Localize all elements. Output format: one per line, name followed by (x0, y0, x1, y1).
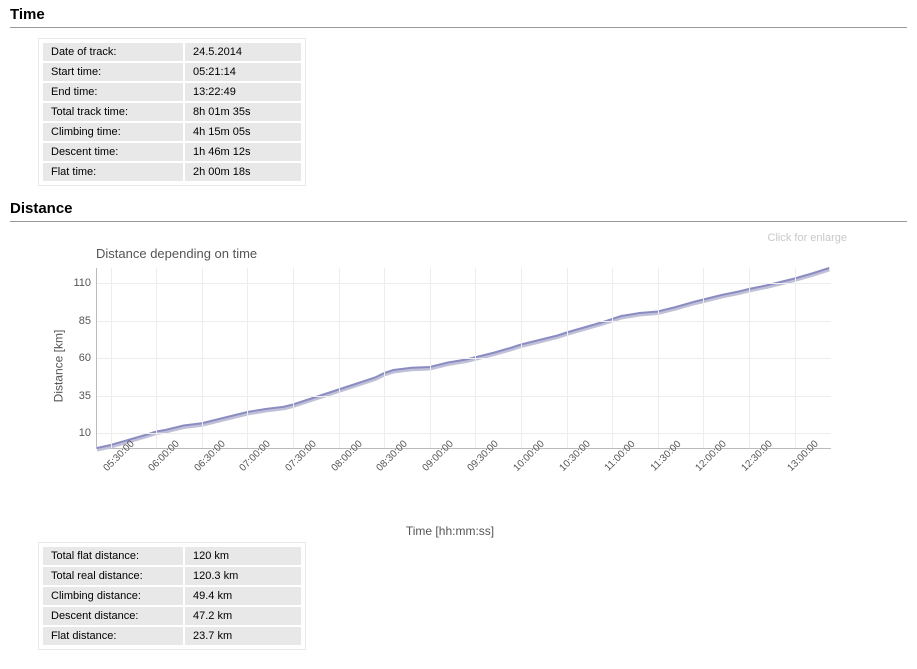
time-label: Total track time: (43, 103, 183, 121)
table-row: Total track time:8h 01m 35s (43, 103, 301, 121)
chart-title: Distance depending on time (96, 246, 257, 261)
chart-ytick: 35 (79, 390, 97, 402)
distance-value: 47.2 km (185, 607, 301, 625)
time-value: 2h 00m 18s (185, 163, 301, 181)
time-label: Start time: (43, 63, 183, 81)
table-row: Flat distance:23.7 km (43, 627, 301, 645)
click-enlarge-link[interactable]: Click for enlarge (10, 232, 907, 244)
table-row: Descent distance:47.2 km (43, 607, 301, 625)
table-row: End time:13:22:49 (43, 83, 301, 101)
table-row: Start time:05:21:14 (43, 63, 301, 81)
time-heading: Time (10, 4, 907, 28)
distance-label: Flat distance: (43, 627, 183, 645)
distance-value: 120.3 km (185, 567, 301, 585)
time-label: Descent time: (43, 143, 183, 161)
table-row: Climbing time:4h 15m 05s (43, 123, 301, 141)
chart-ytick: 60 (79, 352, 97, 364)
time-label: End time: (43, 83, 183, 101)
table-row: Descent time:1h 46m 12s (43, 143, 301, 161)
time-table: Date of track:24.5.2014 Start time:05:21… (38, 38, 306, 186)
chart-plot-area: 1035608511005:30:0006:00:0006:30:0007:00… (96, 268, 831, 449)
table-row: Flat time:2h 00m 18s (43, 163, 301, 181)
chart-xlabel: Time [hh:mm:ss] (50, 524, 850, 538)
table-row: Total flat distance:120 km (43, 547, 301, 565)
time-value: 24.5.2014 (185, 43, 301, 61)
chart-ylabel: Distance [km] (51, 330, 65, 403)
table-row: Climbing distance:49.4 km (43, 587, 301, 605)
distance-label: Climbing distance: (43, 587, 183, 605)
distance-label: Descent distance: (43, 607, 183, 625)
distance-value: 120 km (185, 547, 301, 565)
chart-ytick: 110 (73, 277, 97, 289)
distance-value: 49.4 km (185, 587, 301, 605)
distance-value: 23.7 km (185, 627, 301, 645)
distance-label: Total real distance: (43, 567, 183, 585)
time-value: 05:21:14 (185, 63, 301, 81)
table-row: Total real distance:120.3 km (43, 567, 301, 585)
time-label: Flat time: (43, 163, 183, 181)
distance-heading: Distance (10, 198, 907, 222)
time-value: 13:22:49 (185, 83, 301, 101)
time-label: Climbing time: (43, 123, 183, 141)
chart-ytick: 85 (79, 315, 97, 327)
distance-label: Total flat distance: (43, 547, 183, 565)
time-value: 4h 15m 05s (185, 123, 301, 141)
time-value: 1h 46m 12s (185, 143, 301, 161)
distance-chart[interactable]: Distance depending on time Distance [km]… (50, 244, 850, 534)
distance-table: Total flat distance:120 km Total real di… (38, 542, 306, 650)
chart-ytick: 10 (79, 427, 97, 439)
table-row: Date of track:24.5.2014 (43, 43, 301, 61)
time-value: 8h 01m 35s (185, 103, 301, 121)
time-label: Date of track: (43, 43, 183, 61)
